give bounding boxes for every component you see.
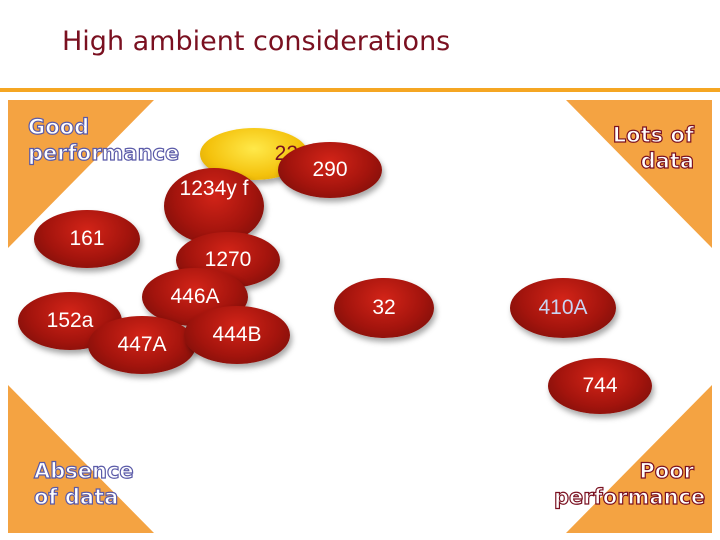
corner-triangle-top-left [8,100,154,248]
corner-label-absence-of-data: Absence of data [33,458,134,509]
bubble-290: 290 [278,142,382,198]
bubble-1234yf: 1234y f [164,168,264,244]
corner-triangle-top-right [566,100,712,248]
corner-label-poor-performance: Poor performance [553,458,706,509]
bubble-444b: 444B [184,306,290,364]
corner-label-good-performance: Good performance [27,114,180,165]
bubble-32: 32 [334,278,434,338]
corner-triangle-bottom-right [566,385,712,533]
corner-triangle-bottom-left [8,385,154,533]
bubble-744: 744 [548,358,652,414]
title-divider [0,88,720,92]
bubble-161: 161 [34,210,140,268]
bubble-447a: 447A [88,316,196,374]
corner-label-lots-of-data: Lots of data [612,122,694,173]
bubble-410a: 410A [510,278,616,338]
page-title: High ambient considerations [62,26,451,57]
